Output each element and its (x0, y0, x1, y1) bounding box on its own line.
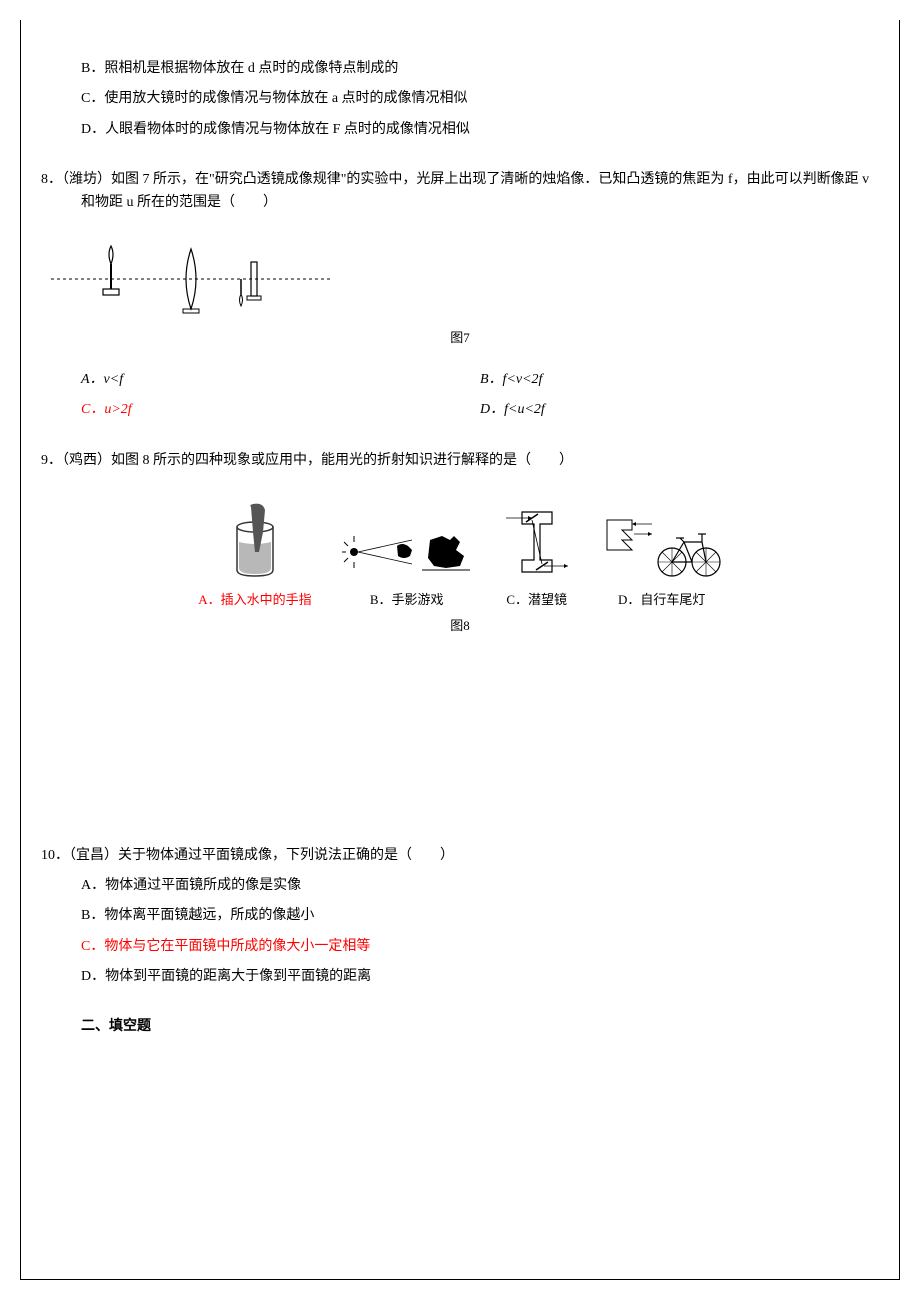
q9-figures: A．插入水中的手指 (41, 502, 879, 611)
q8-option-c: C．u>2f (81, 399, 480, 421)
q7-option-b: B．照相机是根据物体放在 d 点时的成像特点制成的 (81, 58, 879, 80)
q8-option-a: A．v<f (81, 369, 480, 391)
finger-water-icon (215, 502, 295, 582)
q8-options-row1: A．v<f B．f<v<2f (81, 369, 879, 391)
q9-label-a: A．插入水中的手指 (198, 590, 311, 611)
q8-caption: 图7 (41, 328, 879, 349)
q10-option-c: C．物体与它在平面镜中所成的像大小一定相等 (81, 936, 879, 958)
blank-space (41, 637, 879, 817)
q9-img-a: A．插入水中的手指 (198, 502, 311, 611)
q8-figure: 图7 (41, 234, 879, 349)
section2-heading: 二、填空题 (81, 1016, 879, 1038)
lens-diagram-icon (41, 234, 341, 324)
q9-label-c: C．潜望镜 (506, 590, 567, 611)
q9-caption: 图8 (41, 616, 879, 637)
q10-option-b: B．物体离平面镜越远，所成的像越小 (81, 905, 879, 927)
hand-shadow-icon (342, 522, 472, 582)
q8-option-b: B．f<v<2f (480, 369, 879, 391)
q9-text: 9．（鸡西）如图 8 所示的四种现象或应用中，能用光的折射知识进行解释的是（ ） (41, 450, 879, 472)
q9-img-d: D．自行车尾灯 (602, 512, 722, 611)
q9-img-b: B．手影游戏 (342, 522, 472, 611)
q7-option-d: D．人眼看物体时的成像情况与物体放在 F 点时的成像情况相似 (81, 119, 879, 141)
q8-text: 8．（潍坊）如图 7 所示，在"研究凸透镜成像规律"的实验中，光屏上出现了清晰的… (41, 169, 879, 214)
q9-label-b: B．手影游戏 (370, 590, 444, 611)
bicycle-reflector-icon (602, 512, 722, 582)
q7-option-c: C．使用放大镜时的成像情况与物体放在 a 点时的成像情况相似 (81, 88, 879, 110)
q9-label-d: D．自行车尾灯 (618, 590, 705, 611)
q10-option-a: A．物体通过平面镜所成的像是实像 (81, 875, 879, 897)
q10-text: 10．（宜昌）关于物体通过平面镜成像，下列说法正确的是（ ） (41, 845, 879, 867)
periscope-icon (502, 502, 572, 582)
q10-option-d: D．物体到平面镜的距离大于像到平面镜的距离 (81, 966, 879, 988)
page-frame: B．照相机是根据物体放在 d 点时的成像特点制成的 C．使用放大镜时的成像情况与… (20, 20, 900, 1280)
q9-img-c: C．潜望镜 (502, 502, 572, 611)
q8-options-row2: C．u>2f D．f<u<2f (81, 399, 879, 421)
q8-option-d: D．f<u<2f (480, 399, 879, 421)
